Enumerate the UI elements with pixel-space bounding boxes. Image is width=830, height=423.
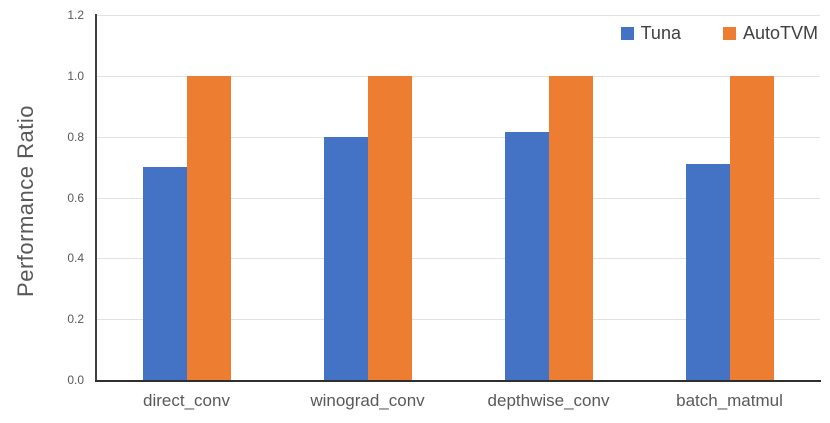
gridline (96, 136, 820, 138)
legend: Tuna AutoTVM (620, 23, 818, 44)
legend-swatch-icon (722, 27, 736, 40)
bar-autotvm-depthwise_conv (548, 75, 593, 380)
y-tick-label: 1.2 (67, 8, 84, 22)
gridline (96, 197, 820, 199)
legend-swatch-icon (620, 27, 634, 40)
bar-autotvm-direct_conv (186, 75, 231, 380)
y-tick-label: 0.6 (67, 190, 84, 205)
x-axis-line (95, 380, 821, 382)
y-tick-label: 0.2 (67, 312, 84, 327)
y-tick-label: 1.0 (67, 68, 84, 83)
gridline (96, 319, 820, 321)
y-tick-label: 0.4 (67, 251, 84, 266)
bar-tuna-batch_matmul (685, 164, 730, 380)
gridline (96, 15, 820, 16)
legend-item-autotvm: AutoTVM (722, 23, 818, 44)
category-label-batch_matmul: batch_matmul (676, 391, 783, 410)
y-axis-line (95, 14, 97, 382)
bar-autotvm-batch_matmul (729, 75, 774, 380)
category-label-depthwise_conv: depthwise_conv (487, 391, 610, 410)
category-label-winograd_conv: winograd_conv (310, 391, 425, 410)
bar-tuna-winograd_conv (323, 136, 368, 380)
legend-label: Tuna (640, 23, 681, 43)
legend-label: AutoTVM (742, 23, 818, 43)
bar-tuna-depthwise_conv (504, 132, 549, 380)
y-tick-label: 0.8 (67, 129, 84, 144)
bar-autotvm-winograd_conv (367, 75, 412, 380)
bar-tuna-direct_conv (142, 167, 187, 380)
plot-area (96, 15, 820, 380)
legend-item-tuna: Tuna (620, 23, 681, 44)
category-label-direct_conv: direct_conv (143, 391, 230, 410)
y-axis-title: Performance Ratio (13, 105, 38, 297)
gridline (96, 258, 820, 260)
y-tick-label: 0.0 (67, 373, 84, 387)
gridline (96, 75, 820, 77)
